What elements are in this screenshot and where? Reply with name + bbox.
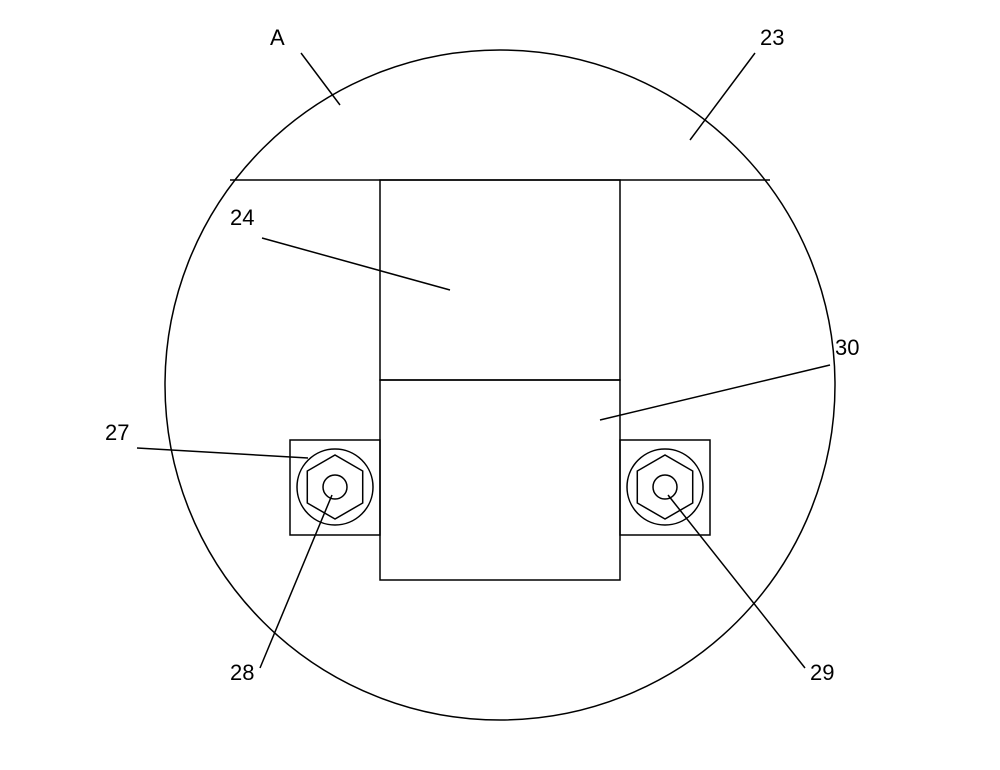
technical-diagram: 23 24 27 28 29 30 A [0,0,1000,770]
left-bolt-inner-circle [323,475,347,499]
main-circle [165,50,835,720]
label-23: 23 [760,25,784,50]
label-28: 28 [230,660,254,685]
right-bolt-inner-circle [653,475,677,499]
leader-line-27 [137,448,308,458]
leader-line-A [301,53,340,105]
left-bolt-outer-circle [297,449,373,525]
leader-line-24 [262,238,450,290]
label-24: 24 [230,205,254,230]
leader-line-23 [690,53,755,140]
leader-line-29 [668,495,805,668]
left-bolt-hexagon [307,455,362,519]
diagram-svg: 23 24 27 28 29 30 A [0,0,1000,770]
leader-line-30 [600,365,830,420]
right-bolt-hexagon [637,455,692,519]
label-A: A [270,25,285,50]
leader-line-28 [260,495,332,668]
label-29: 29 [810,660,834,685]
label-27: 27 [105,420,129,445]
lower-block [380,380,620,580]
label-30: 30 [835,335,859,360]
right-bolt-outer-circle [627,449,703,525]
